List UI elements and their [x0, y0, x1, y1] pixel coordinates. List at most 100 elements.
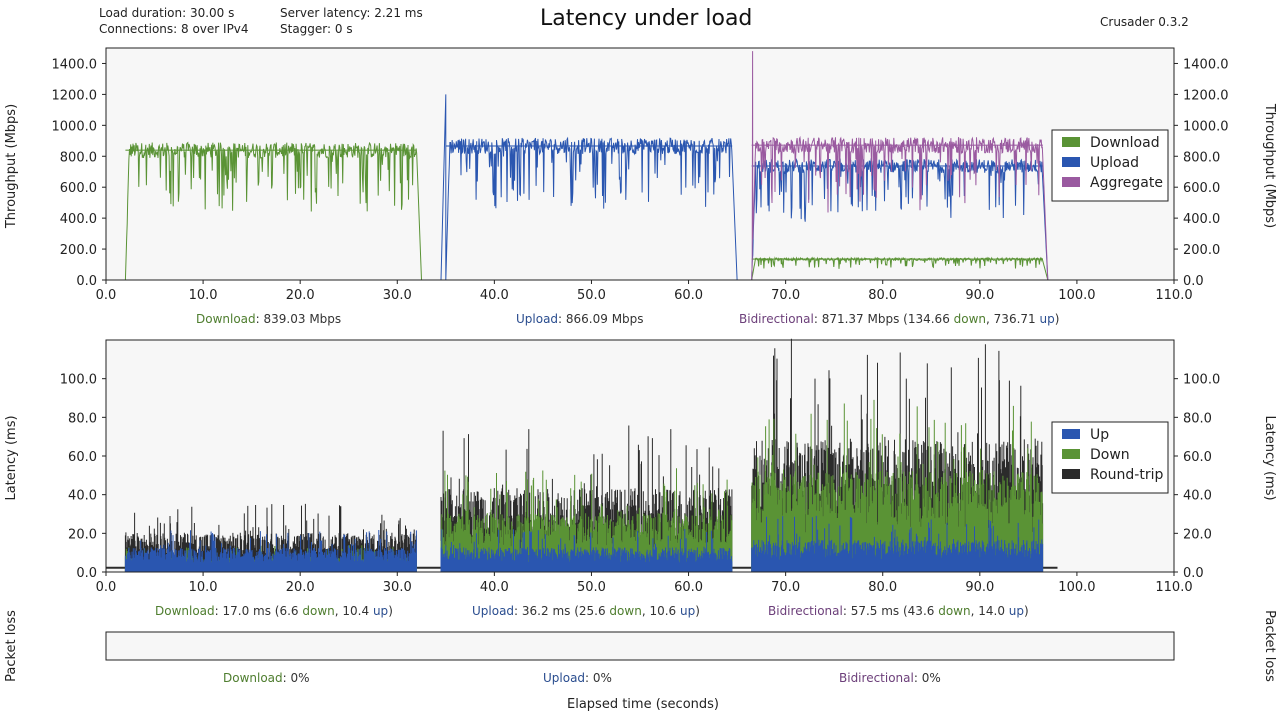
version-label: Crusader 0.3.2 [1100, 15, 1189, 29]
summary-up: up [372, 604, 389, 618]
loss-summary-bidirectional: Bidirectional: 0% [839, 671, 941, 685]
latency-xtick-label: 70.0 [771, 580, 800, 595]
summary-value: : 0% [585, 671, 612, 685]
summary-value: : 0% [282, 671, 310, 685]
latency-summary-download: Download: 17.0 ms (6.6 down, 10.4 up) [155, 604, 393, 618]
throughput-ytick-label: 1400.0 [52, 57, 98, 72]
latency-ytick-label: 40.0 [68, 489, 97, 504]
latency-up-bars-1 [440, 529, 733, 572]
packet-loss-ylabel-left: Packet loss [4, 610, 19, 682]
summary-value: : 839.03 Mbps [255, 312, 342, 326]
legend-swatch-aggregate [1062, 177, 1080, 187]
load-duration: Load duration: 30.00 s [99, 6, 235, 20]
summary-label: Bidirectional [768, 604, 843, 618]
loss-summary-download: Download: 0% [223, 671, 310, 685]
throughput-ytick-label: 0.0 [76, 274, 97, 289]
throughput-ytick-label: 800.0 [60, 150, 97, 165]
latency-ytick-label-right: 100.0 [1183, 373, 1220, 388]
summary-up: up [1039, 312, 1055, 326]
x-axis-label: Elapsed time (seconds) [567, 697, 719, 712]
throughput-ytick-label: 400.0 [60, 212, 97, 227]
summary-up: up [1008, 604, 1025, 618]
throughput-ytick-label-right: 1200.0 [1183, 88, 1229, 103]
throughput-ytick-label-right: 1400.0 [1183, 57, 1229, 72]
throughput-xtick-label: 40.0 [480, 288, 509, 303]
latency-ytick-label: 0.0 [76, 566, 97, 581]
summary-label: Download [223, 671, 283, 685]
throughput-ytick-label: 1000.0 [52, 119, 98, 134]
throughput-line-upload [440, 94, 738, 281]
legend-label-upload: Upload [1090, 155, 1139, 171]
throughput-summary-download: Download: 839.03 Mbps [196, 312, 341, 326]
legend-label-down: Down [1090, 447, 1130, 463]
latency-up-bars-2 [751, 515, 1044, 572]
throughput-line-upload [746, 157, 1049, 281]
summary-value: : 866.09 Mbps [558, 312, 644, 326]
summary-close: ) [695, 604, 700, 618]
throughput-ytick-label: 600.0 [60, 181, 97, 196]
legend-label-roundtrip: Round-trip [1090, 467, 1163, 483]
latency-xtick-label: 60.0 [674, 580, 703, 595]
throughput-xtick-label: 10.0 [189, 288, 218, 303]
throughput-xtick-label: 60.0 [674, 288, 703, 303]
throughput-xtick-label: 100.0 [1058, 288, 1095, 303]
latency-xtick-label: 30.0 [383, 580, 412, 595]
legend-swatch-download [1062, 137, 1080, 147]
summary-down: down [953, 312, 987, 326]
latency-axes: 0.0 10.0 20.0 30.0 40.0 50.0 60.0 70.0 80.0 90.0 1… [60, 339, 1220, 595]
throughput-series [120, 51, 1049, 281]
throughput-ytick-label-right: 800.0 [1183, 150, 1220, 165]
throughput-xtick-label: 90.0 [965, 288, 994, 303]
latency-ytick-label-right: 60.0 [1183, 450, 1212, 465]
latency-legend: Up Down Round-trip [1051, 421, 1169, 494]
latency-ytick-label: 60.0 [68, 450, 97, 465]
throughput-ylabel-right: Throughput (Mbps) [1262, 103, 1277, 228]
latency-ytick-label: 100.0 [60, 373, 97, 388]
summary-value: , 10.4 [334, 604, 373, 618]
throughput-ylabel-left: Throughput (Mbps) [4, 104, 19, 229]
stagger: Stagger: 0 s [280, 22, 353, 36]
summary-label: Upload [472, 604, 515, 618]
throughput-ytick-label: 200.0 [60, 243, 97, 258]
latency-up-bars-0 [124, 530, 417, 572]
summary-value: , 14.0 [970, 604, 1009, 618]
legend-swatch-up [1062, 429, 1080, 439]
summary-down: down [938, 604, 971, 618]
server-latency: Server latency: 2.21 ms [280, 6, 423, 20]
throughput-summary-upload: Upload: 866.09 Mbps [516, 312, 644, 326]
throughput-ytick-label-right: 600.0 [1183, 181, 1220, 196]
summary-up: up [679, 604, 696, 618]
latency-summary-bidirectional: Bidirectional: 57.5 ms (43.6 down, 14.0 … [768, 604, 1029, 618]
throughput-xtick-label: 30.0 [383, 288, 412, 303]
latency-ytick-label: 20.0 [68, 527, 97, 542]
throughput-ytick-label-right: 1000.0 [1183, 119, 1229, 134]
throughput-frame [105, 47, 1175, 281]
latency-ytick-label-right: 80.0 [1183, 411, 1212, 426]
latency-xtick-label: 40.0 [480, 580, 509, 595]
legend-swatch-roundtrip [1062, 469, 1080, 479]
throughput-ytick-label-right: 400.0 [1183, 212, 1220, 227]
latency-xtick-label: 90.0 [965, 580, 994, 595]
latency-ylabel-right: Latency (ms) [1262, 415, 1277, 500]
summary-value: , 736.71 [986, 312, 1040, 326]
summary-value: : 57.5 ms (43.6 [842, 604, 939, 618]
latency-series [106, 338, 1058, 572]
summary-close: ) [1024, 604, 1029, 618]
connections: Connections: 8 over IPv4 [99, 22, 249, 36]
latency-ytick-label: 80.0 [68, 411, 97, 426]
latency-xtick-label: 0.0 [96, 580, 117, 595]
legend-label-aggregate: Aggregate [1090, 175, 1163, 191]
latency-xtick-label: 10.0 [189, 580, 218, 595]
latency-xtick-label: 50.0 [577, 580, 606, 595]
throughput-axes: 0.0 10.0 20.0 30.0 40.0 50.0 60.0 70.0 80.0 90.0 1… [52, 47, 1229, 303]
latency-ytick-label-right: 0.0 [1183, 566, 1204, 581]
summary-label: Upload [516, 312, 559, 326]
legend-label-up: Up [1090, 427, 1109, 443]
legend-swatch-upload [1062, 157, 1080, 167]
latency-xtick-label: 80.0 [868, 580, 897, 595]
summary-label: Bidirectional [739, 312, 814, 326]
legend-label-download: Download [1090, 135, 1160, 151]
latency-xtick-label: 110.0 [1155, 580, 1192, 595]
packet-loss-plot-area [105, 631, 1175, 661]
throughput-line-aggregate [746, 51, 1049, 281]
